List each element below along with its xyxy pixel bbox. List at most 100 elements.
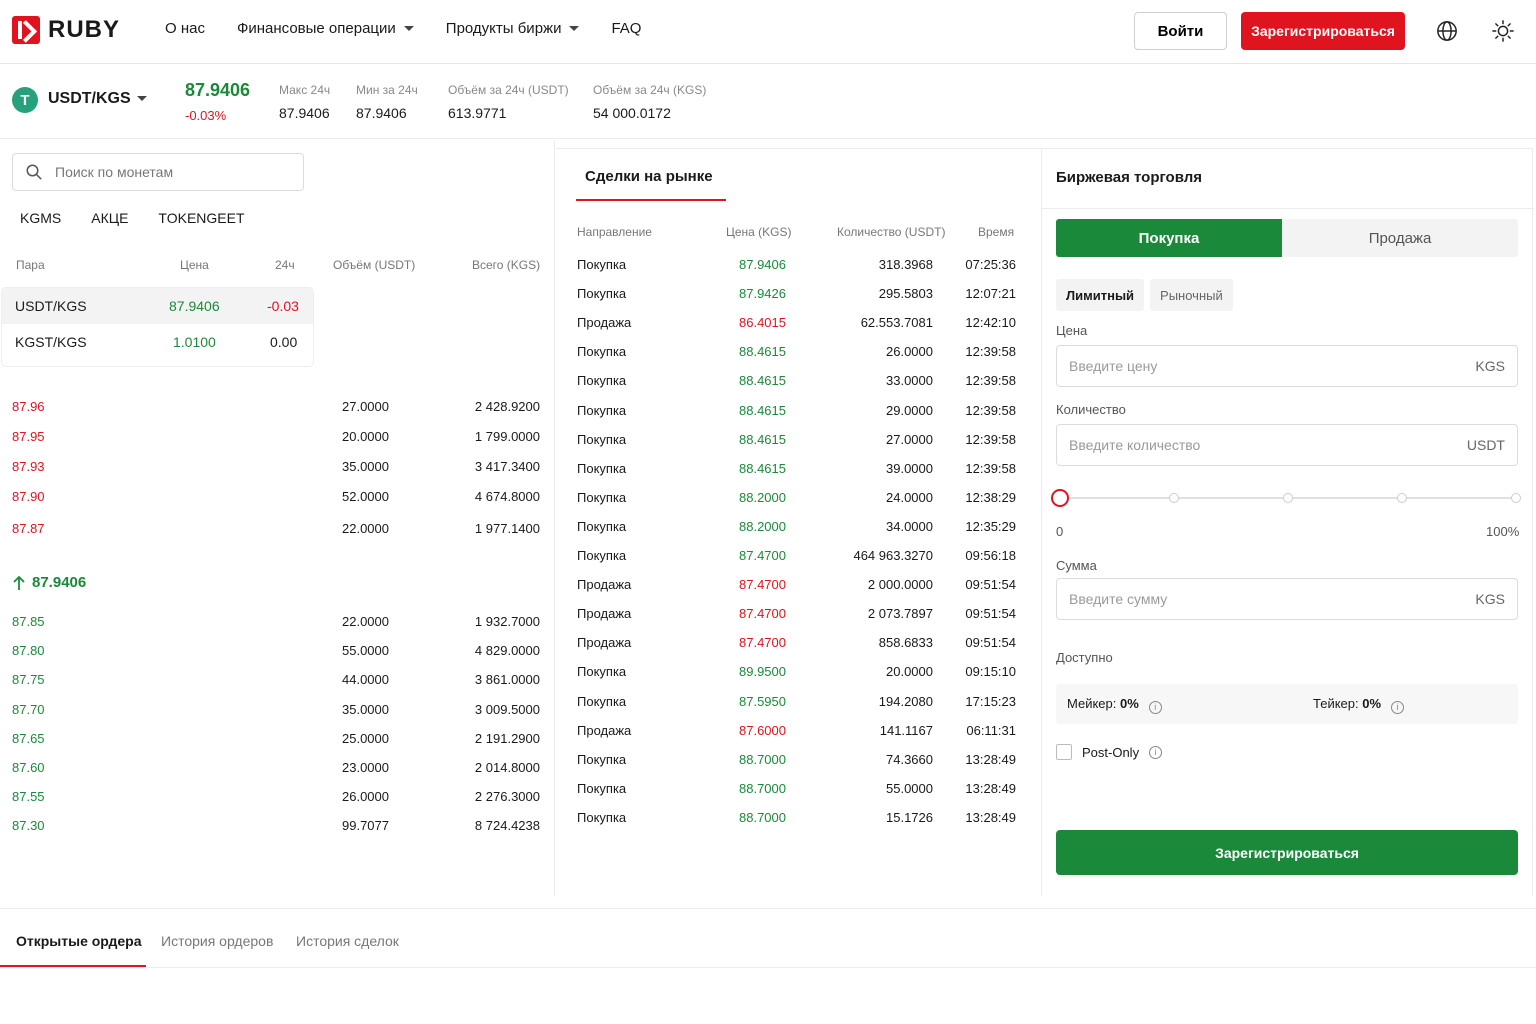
trade-price: 86.4015 (739, 315, 786, 331)
orderbook-bid-row[interactable]: 87.75 44.0000 3 861.0000 (0, 672, 555, 692)
trade-side: Продажа (577, 315, 632, 331)
bid-price: 87.85 (12, 614, 45, 629)
trade-row: Покупка 88.4615 29.0000 12:39:58 (556, 403, 1041, 423)
post-only-option[interactable]: Post-Only i (1056, 744, 1163, 760)
tab-kgms[interactable]: KGMS (20, 210, 62, 226)
sum-input[interactable] (1069, 591, 1476, 607)
market-tab[interactable]: Рыночный (1150, 279, 1233, 311)
stat-value: 87.9406 (279, 105, 330, 121)
price-field[interactable]: KGS (1056, 345, 1518, 387)
market-row[interactable]: KGST/KGS 1.0100 0.00 (2, 324, 313, 360)
sell-tab[interactable]: Продажа (1282, 219, 1518, 257)
trade-side: Покупка (577, 693, 627, 709)
market-row[interactable]: USDT/KGS 87.9406 -0.03 (2, 288, 313, 324)
orderbook-bid-row[interactable]: 87.70 35.0000 3 009.5000 (0, 702, 555, 722)
bid-price: 87.70 (12, 702, 45, 717)
order-type-tabs: Лимитный Рыночный (1056, 279, 1233, 311)
limit-tab[interactable]: Лимитный (1056, 279, 1145, 311)
bid-price: 87.75 (12, 672, 45, 687)
login-button[interactable]: Войти (1134, 12, 1227, 50)
info-icon[interactable]: i (1391, 701, 1405, 714)
slider-step-100[interactable] (1511, 493, 1521, 503)
chevron-down-icon[interactable] (137, 96, 147, 101)
trade-qty: 39.0000 (886, 460, 933, 476)
slider-handle[interactable] (1051, 489, 1069, 507)
bid-amount: 44.0000 (342, 672, 389, 687)
nav-exchange-products[interactable]: Продукты биржи (446, 20, 580, 37)
ask-amount: 35.0000 (342, 459, 389, 474)
trade-qty: 29.0000 (886, 402, 933, 418)
trade-price: 88.7000 (739, 751, 786, 767)
orderbook-ask-row[interactable]: 87.90 52.0000 4 674.8000 (0, 489, 555, 509)
tab-trade-history[interactable]: История сделок (296, 933, 399, 949)
orderbook-bid-row[interactable]: 87.80 55.0000 4 829.0000 (0, 643, 555, 663)
slider-step-50[interactable] (1283, 493, 1293, 503)
tab-tokengeet[interactable]: TOKENGEET (158, 210, 245, 226)
buy-tab[interactable]: Покупка (1056, 219, 1282, 257)
trade-side: Покупка (577, 402, 627, 418)
register-button[interactable]: Зарегистрироваться (1241, 12, 1405, 50)
stat-value: 613.9771 (448, 105, 507, 121)
search-input[interactable] (55, 164, 285, 180)
arrow-up-icon (13, 575, 25, 590)
taker-value: 0% (1362, 696, 1382, 711)
ask-total: 3 417.3400 (474, 459, 540, 474)
logo-text: RUBY (48, 16, 121, 43)
divider (1042, 208, 1534, 209)
orderbook-ask-row[interactable]: 87.96 27.0000 2 428.9200 (0, 399, 555, 419)
nav-exchange-products-label: Продукты биржи (445, 20, 562, 37)
side-tabs: Покупка Продажа (1056, 219, 1518, 257)
quantity-input[interactable] (1069, 437, 1467, 453)
pair-selector[interactable]: USDT/KGS (48, 90, 131, 107)
submit-register-button[interactable]: Зарегистрироваться (1056, 830, 1518, 875)
price-input[interactable] (1069, 358, 1476, 374)
info-icon[interactable]: i (1148, 701, 1162, 714)
sun-icon[interactable] (1492, 20, 1514, 42)
tab-open-orders[interactable]: Открытые ордера (16, 933, 142, 949)
nav-financial-operations[interactable]: Финансовые операции (237, 20, 414, 37)
sum-field[interactable]: KGS (1056, 578, 1518, 620)
orderbook-ask-row[interactable]: 87.93 35.0000 3 417.3400 (0, 459, 555, 479)
orderbook-bid-row[interactable]: 87.55 26.0000 2 276.3000 (0, 789, 555, 809)
tab-akce[interactable]: АКЦЕ (91, 210, 129, 226)
market-pair: USDT/KGS (15, 298, 87, 314)
markets-panel: KGMS АКЦЕ TOKENGEET Пара Цена 24ч Объём … (0, 140, 555, 896)
trade-qty: 55.0000 (886, 780, 933, 796)
coin-search[interactable] (12, 153, 304, 191)
logo[interactable]: RUBY (12, 16, 120, 44)
tab-order-history[interactable]: История ордеров (161, 933, 274, 949)
nav-about[interactable]: О нас (165, 20, 205, 37)
globe-icon[interactable] (1436, 20, 1458, 42)
market-trades-title[interactable]: Сделки на рынке (585, 168, 713, 185)
bid-price: 87.30 (12, 818, 45, 833)
quantity-field[interactable]: USDT (1056, 424, 1518, 466)
ask-amount: 20.0000 (342, 429, 389, 444)
trade-qty: 295.5803 (878, 286, 933, 302)
trade-price: 87.4700 (739, 548, 786, 563)
trade-qty: 74.3660 (886, 751, 933, 767)
slider-step-75[interactable] (1397, 493, 1407, 503)
market-pair: KGST/KGS (15, 334, 87, 350)
amount-slider[interactable] (1051, 489, 1521, 507)
nav-faq[interactable]: FAQ (611, 20, 641, 37)
bid-total: 2 191.2900 (474, 731, 540, 746)
tether-icon: T (12, 87, 38, 113)
ask-price: 87.93 (12, 459, 45, 474)
trade-price: 88.7000 (739, 809, 786, 825)
slider-step-25[interactable] (1169, 493, 1179, 503)
bid-total: 2 014.8000 (474, 760, 540, 775)
orderbook-ask-row[interactable]: 87.95 20.0000 1 799.0000 (0, 429, 555, 449)
market-price: 87.9406 (169, 298, 220, 314)
bid-amount: 26.0000 (342, 789, 389, 804)
orderbook-bid-row[interactable]: 87.60 23.0000 2 014.8000 (0, 760, 555, 780)
info-icon[interactable]: i (1149, 745, 1163, 759)
trade-price: 89.9500 (739, 664, 786, 680)
last-price: 87.9406 (185, 80, 251, 100)
orderbook-bid-row[interactable]: 87.65 25.0000 2 191.2900 (0, 731, 555, 751)
post-only-checkbox[interactable] (1056, 744, 1072, 760)
bid-price: 87.55 (12, 789, 45, 804)
bid-total: 8 724.4238 (474, 818, 540, 833)
orderbook-ask-row[interactable]: 87.87 22.0000 1 977.1400 (0, 521, 555, 541)
orderbook-bid-row[interactable]: 87.30 99.7077 8 724.4238 (0, 818, 555, 838)
orderbook-bid-row[interactable]: 87.85 22.0000 1 932.7000 (0, 614, 555, 634)
